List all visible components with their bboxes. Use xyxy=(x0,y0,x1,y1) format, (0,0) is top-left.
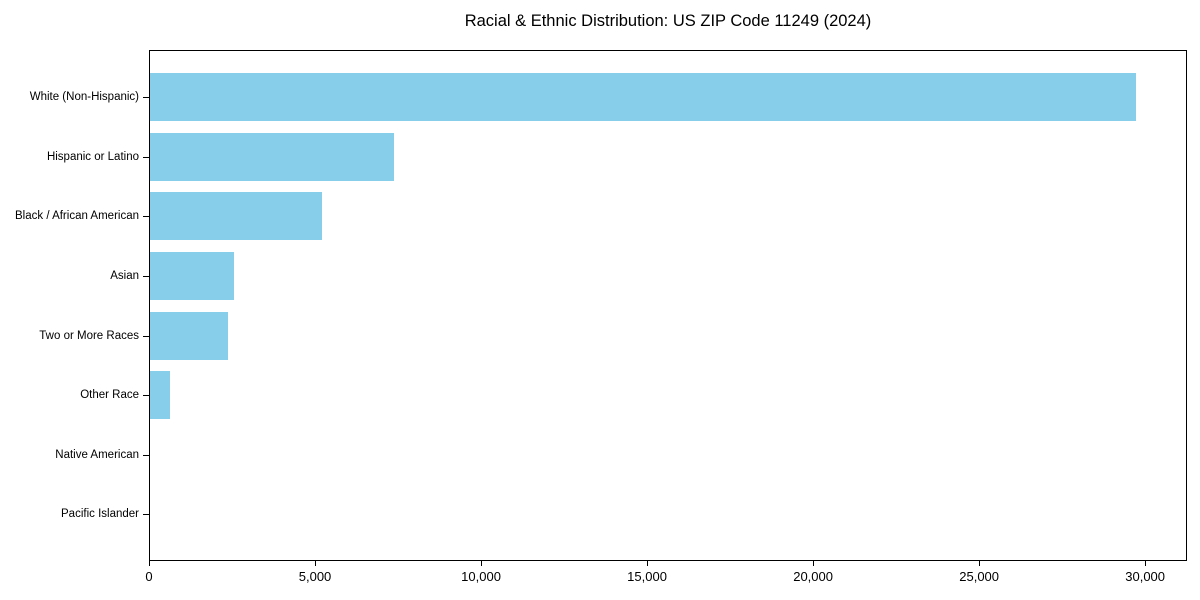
y-tick-mark xyxy=(143,216,149,218)
x-tick-mark xyxy=(315,561,317,566)
plot-area xyxy=(149,50,1187,561)
y-tick-mark xyxy=(143,395,149,397)
y-tick-label: White (Non-Hispanic) xyxy=(29,91,139,103)
x-tick-label: 20,000 xyxy=(793,569,833,584)
bar xyxy=(150,311,228,360)
y-tick-label: Pacific Islander xyxy=(61,508,139,521)
x-tick-mark xyxy=(481,561,483,566)
y-tick-label: Native American xyxy=(55,448,139,461)
bar xyxy=(150,371,170,420)
x-tick-label: 10,000 xyxy=(461,569,501,584)
y-tick-mark xyxy=(143,335,149,337)
x-tick-mark xyxy=(1145,561,1147,566)
bar xyxy=(150,73,1136,121)
x-tick-label: 0 xyxy=(145,569,153,584)
y-tick-mark xyxy=(143,454,149,456)
y-tick-mark xyxy=(143,97,149,98)
x-tick-label: 30,000 xyxy=(1125,569,1166,584)
bar xyxy=(150,192,322,241)
x-tick-mark xyxy=(647,561,649,566)
y-tick-mark xyxy=(143,156,149,158)
x-tick-label: 15,000 xyxy=(627,569,667,584)
x-tick-mark xyxy=(149,561,150,566)
y-tick-label: Asian xyxy=(110,269,139,282)
y-tick-mark xyxy=(143,275,149,277)
x-tick-label: 5,000 xyxy=(298,569,332,584)
y-tick-label: Hispanic or Latino xyxy=(46,150,139,163)
x-tick-mark xyxy=(813,561,815,566)
bar xyxy=(150,251,234,300)
x-tick-label: 25,000 xyxy=(959,569,1000,584)
y-tick-label: Black / African American xyxy=(15,210,139,223)
y-tick-mark xyxy=(143,514,149,516)
y-tick-label: Other Race xyxy=(80,389,139,402)
y-tick-label: Two or More Races xyxy=(39,329,139,342)
x-tick-mark xyxy=(979,561,981,566)
bar xyxy=(150,132,394,181)
chart-title: Racial & Ethnic Distribution: US ZIP Cod… xyxy=(464,12,872,30)
